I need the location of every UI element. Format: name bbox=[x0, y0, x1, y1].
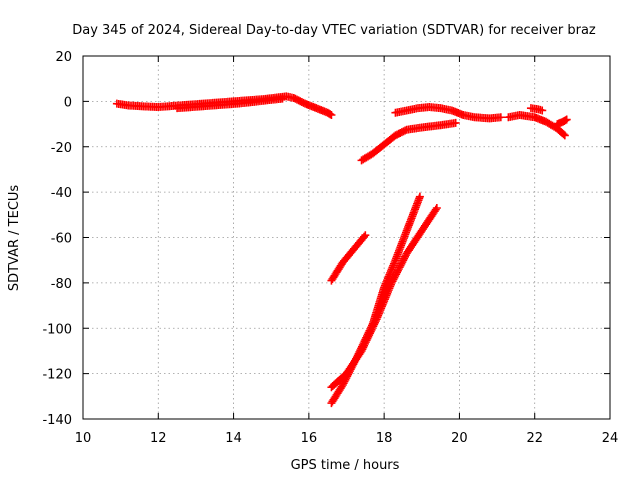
data-point bbox=[392, 270, 401, 279]
data-point bbox=[387, 278, 396, 287]
y-axis-label: SDTVAR / TECUs bbox=[7, 185, 22, 292]
data-series-4 bbox=[391, 103, 505, 123]
data-point bbox=[393, 266, 402, 275]
x-tick-label: 10 bbox=[75, 431, 92, 446]
data-point bbox=[370, 320, 379, 329]
data-point bbox=[432, 204, 441, 213]
data-point bbox=[370, 318, 379, 327]
data-series-7 bbox=[553, 115, 571, 129]
data-point bbox=[388, 277, 397, 286]
data-point bbox=[559, 130, 568, 139]
data-point bbox=[360, 232, 369, 241]
data-point bbox=[362, 336, 371, 345]
y-tick-label: -80 bbox=[51, 277, 72, 292]
data-point bbox=[363, 334, 372, 343]
data-series-6 bbox=[526, 104, 547, 115]
data-series-3 bbox=[357, 118, 460, 165]
data-point bbox=[560, 131, 569, 140]
data-series-5 bbox=[504, 110, 569, 140]
data-point bbox=[365, 329, 374, 338]
x-tick-label: 18 bbox=[376, 431, 393, 446]
data-point bbox=[400, 252, 409, 261]
y-tick-label: -140 bbox=[42, 413, 72, 428]
data-point bbox=[391, 271, 400, 280]
y-tick-label: 0 bbox=[64, 95, 72, 110]
chart-grid bbox=[83, 56, 610, 419]
axis-ticks: 10 12 14 16 18 20 22 24 20 0 -20 -40 -60 -80 -100 -120 -… bbox=[42, 50, 618, 446]
data-point bbox=[431, 205, 440, 214]
y-tick-label: -40 bbox=[51, 186, 72, 201]
x-tick-label: 16 bbox=[301, 431, 318, 446]
chart-title: Day 345 of 2024, Sidereal Day-to-day VTE… bbox=[72, 23, 596, 38]
y-tick-label: -60 bbox=[51, 232, 72, 247]
data-point bbox=[359, 343, 368, 352]
data-point bbox=[397, 259, 406, 268]
data-point bbox=[395, 263, 404, 272]
data-point bbox=[415, 192, 424, 201]
x-tick-label: 24 bbox=[602, 431, 619, 446]
data-point bbox=[357, 346, 366, 355]
data-point bbox=[394, 264, 403, 273]
x-tick-label: 20 bbox=[451, 431, 468, 446]
data-point bbox=[389, 275, 398, 284]
y-tick-label: -20 bbox=[51, 141, 72, 156]
data-point bbox=[360, 339, 369, 348]
data-series-2 bbox=[173, 94, 287, 113]
data-point bbox=[278, 94, 287, 103]
data-marks bbox=[112, 92, 571, 408]
y-tick-label: 20 bbox=[55, 50, 72, 65]
y-tick-label: -120 bbox=[42, 368, 72, 383]
data-point bbox=[366, 327, 375, 336]
data-point bbox=[361, 231, 370, 240]
data-series-10 bbox=[327, 204, 441, 392]
data-point bbox=[327, 110, 336, 119]
data-point bbox=[371, 316, 380, 325]
data-point bbox=[365, 331, 374, 340]
data-point bbox=[338, 380, 347, 389]
data-point bbox=[390, 273, 399, 282]
data-point bbox=[360, 341, 369, 350]
data-point bbox=[368, 323, 377, 332]
y-tick-label: -100 bbox=[42, 322, 72, 337]
x-tick-label: 12 bbox=[150, 431, 167, 446]
data-point bbox=[538, 106, 547, 115]
data-point bbox=[451, 118, 460, 127]
data-point bbox=[398, 258, 407, 267]
data-point bbox=[367, 325, 376, 334]
x-axis-label: GPS time / hours bbox=[291, 458, 400, 473]
data-point bbox=[396, 261, 405, 270]
data-point bbox=[358, 345, 367, 354]
data-point bbox=[364, 332, 373, 341]
data-point bbox=[369, 322, 378, 331]
x-tick-label: 14 bbox=[225, 431, 242, 446]
data-point bbox=[399, 256, 408, 265]
data-point bbox=[361, 338, 370, 347]
data-series-8 bbox=[327, 231, 370, 285]
data-point bbox=[562, 115, 571, 124]
data-point bbox=[400, 254, 409, 263]
data-point bbox=[496, 113, 505, 122]
data-point bbox=[401, 126, 410, 135]
x-tick-label: 22 bbox=[526, 431, 543, 446]
data-point bbox=[392, 268, 401, 277]
